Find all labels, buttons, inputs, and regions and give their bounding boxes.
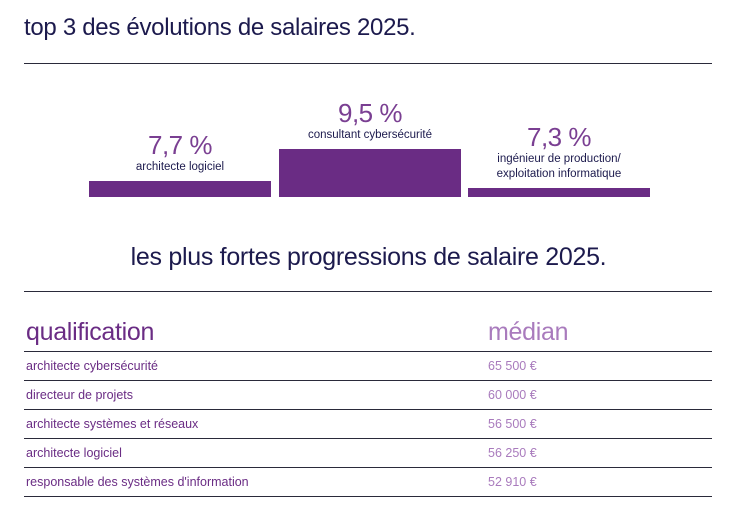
divider: [24, 63, 712, 64]
bar: [89, 181, 271, 197]
table-row: architecte logiciel 56 250 €: [24, 438, 712, 468]
table-header-row: qualification médian: [24, 312, 712, 352]
column-header-qualification: qualification: [24, 312, 486, 352]
table-row: architecte systèmes et réseaux 56 500 €: [24, 409, 712, 439]
cell-median: 60 000 €: [486, 380, 712, 410]
bar-category-label: consultant cybersécurité: [307, 129, 432, 141]
cell-qualification: directeur de projets: [24, 380, 486, 410]
cell-qualification: responsable des systèmes d'information: [24, 467, 486, 497]
divider: [24, 291, 712, 292]
salary-table: qualification médian architecte cyberséc…: [24, 312, 712, 497]
bar-category-label: ingénieur de production/ exploitation in…: [496, 153, 622, 180]
cell-qualification: architecte cybersécurité: [24, 351, 486, 381]
column-header-median: médian: [486, 312, 712, 352]
cell-qualification: architecte systèmes et réseaux: [24, 409, 486, 439]
top-section-title: top 3 des évolutions de salaires 2025.: [24, 14, 416, 41]
bar: [279, 149, 461, 197]
cell-median: 52 910 €: [486, 467, 712, 497]
table-section-title: les plus fortes progressions de salaire …: [130, 243, 607, 271]
cell-median: 56 250 €: [486, 438, 712, 468]
table-row: responsable des systèmes d'information 5…: [24, 467, 712, 497]
salary-evolution-bar-chart: architecte logiciel 7,7 % consultant cyber…: [0, 0, 737, 205]
bar-value-label: 7,3 %: [527, 122, 592, 152]
table-row: architecte cybersécurité 65 500 €: [24, 351, 712, 381]
cell-qualification: architecte logiciel: [24, 438, 486, 468]
bar-value-label: 7,7 %: [148, 130, 213, 160]
cell-median: 56 500 €: [486, 409, 712, 439]
cell-median: 65 500 €: [486, 351, 712, 381]
bar-category-label: architecte logiciel: [135, 161, 225, 173]
bar: [468, 188, 650, 197]
bar-value-label: 9,5 %: [338, 98, 403, 128]
table-row: directeur de projets 60 000 €: [24, 380, 712, 410]
